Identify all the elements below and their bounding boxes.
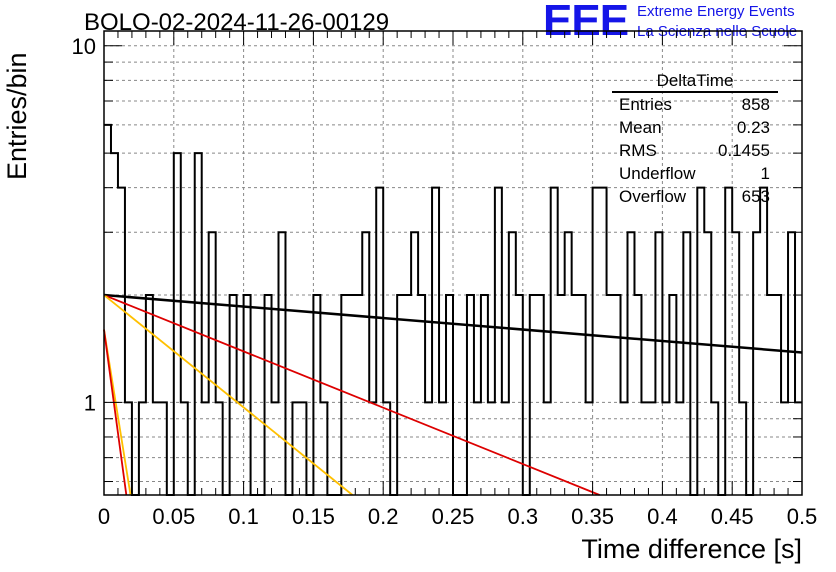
histogram-step-line	[104, 123, 802, 496]
x-tick-label: 0.15	[292, 504, 335, 529]
x-tick-label: 0.2	[368, 504, 399, 529]
stats-label: Mean	[619, 118, 662, 137]
stats-label: Overflow	[619, 187, 687, 206]
x-tick-label: 0.35	[571, 504, 614, 529]
eee-logo: EEE	[543, 0, 629, 45]
fit-lines	[103, 293, 803, 496]
tick-labels: 0 0.05 0.1 0.15 0.2 0.25 0.3 0.35 0.4 0.45 0.5 1 10	[72, 34, 818, 529]
stats-label: Underflow	[619, 164, 696, 183]
stats-value: 653	[741, 187, 770, 206]
stats-box-title: DeltaTime	[612, 70, 778, 93]
x-tick-label: 0.45	[711, 504, 754, 529]
x-tick-label: 0.05	[152, 504, 195, 529]
x-tick-label: 0.1	[228, 504, 259, 529]
stats-value: 0.23	[736, 118, 770, 137]
x-tick-label: 0.5	[787, 504, 818, 529]
stats-row-mean: Mean 0.23	[612, 116, 778, 139]
stats-row-entries: Entries 858	[612, 93, 778, 116]
x-axis-label: Time difference [s]	[581, 534, 802, 564]
y-axis-label: Entries/bin	[2, 52, 32, 180]
y-tick-label: 1	[84, 390, 96, 415]
y-tick-label: 10	[72, 34, 96, 59]
stats-label: Entries	[619, 95, 672, 114]
stats-value: 0.1455	[718, 141, 770, 160]
x-tick-label: 0.25	[432, 504, 475, 529]
stats-value: 1	[760, 164, 770, 183]
eee-logo-line1: Extreme Energy Events	[637, 3, 795, 20]
fit-line	[103, 329, 128, 496]
stats-row-overflow: Overflow 653	[612, 185, 778, 208]
fit-line	[103, 294, 600, 496]
stats-row-rms: RMS 0.1455	[612, 139, 778, 162]
x-tick-label: 0.3	[508, 504, 539, 529]
x-tick-label: 0.4	[647, 504, 678, 529]
stats-label: RMS	[619, 141, 657, 160]
fit-line	[103, 294, 354, 496]
x-tick-label: 0	[98, 504, 110, 529]
histogram-series	[104, 123, 802, 496]
axes	[103, 30, 803, 496]
stats-row-underflow: Underflow 1	[612, 162, 778, 185]
stats-value: 858	[741, 95, 770, 114]
stats-box: DeltaTime Entries 858 Mean 0.23 RMS 0.14…	[612, 70, 778, 208]
fit-line	[103, 293, 803, 354]
